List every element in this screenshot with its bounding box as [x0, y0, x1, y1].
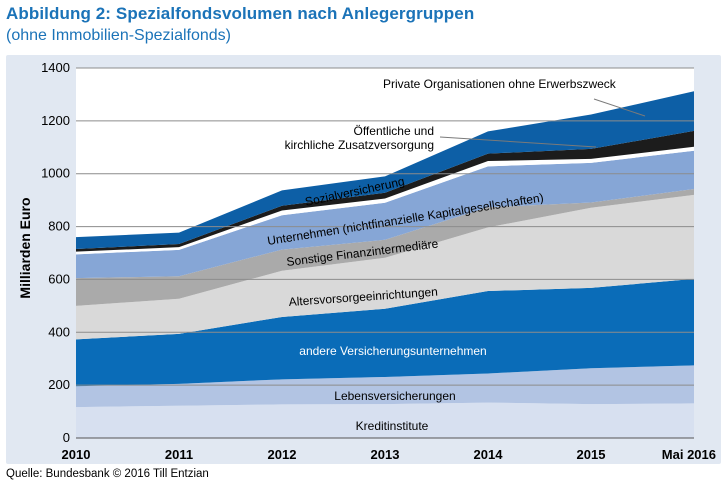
- chart-title: Abbildung 2: Spezialfondsvolumen nach An…: [6, 4, 475, 23]
- y-tick-label: 800: [48, 219, 70, 234]
- annotation-kreditinstitute: Kreditinstitute: [356, 419, 429, 433]
- annotation-pointer-private: [593, 98, 646, 117]
- area-kreditinstitute: [76, 402, 694, 438]
- area-altersvorsorgeeinrichtungen: [76, 194, 694, 340]
- gridlines: [76, 67, 694, 439]
- y-tick-label: 200: [48, 377, 70, 392]
- x-tick-label: Mai 2016: [662, 447, 716, 462]
- y-tick-labels: 0 200 400 600 800 1000 1200 1400: [41, 60, 70, 445]
- x-tick-label: 2015: [577, 447, 606, 462]
- x-tick-label: 2013: [371, 447, 400, 462]
- annotation-lebensversicherungen: Lebensversicherungen: [334, 389, 455, 403]
- annotation-private-organisationen: Private Organisationen ohne Erwerbszweck: [383, 77, 617, 91]
- area-lebensversicherungen: [76, 365, 694, 408]
- area-unternehmen-nichtfinanzielle-kapitalgesellschaften: [76, 150, 694, 279]
- x-tick-labels: 2010 2011 2012 2013 2014 2015 Mai 2016: [62, 447, 716, 462]
- y-tick-label: 0: [63, 430, 70, 445]
- x-tick-label: 2010: [62, 447, 91, 462]
- area-sozialversicherung: [76, 146, 694, 255]
- area-private-organisationen-ohne-erwerbszweck: [76, 91, 694, 250]
- annotation-oeffentliche-line1: Öffentliche und: [353, 124, 434, 138]
- annotation-pointer-oeffentliche: [439, 136, 597, 148]
- x-tick-label: 2012: [268, 447, 297, 462]
- y-tick-label: 600: [48, 271, 70, 286]
- source-note: Quelle: Bundesbank © 2016 Till Entzian: [6, 468, 209, 480]
- annotation-oeffentliche-line2: kirchliche Zusatzversorgung: [285, 138, 434, 152]
- y-tick-label: 400: [48, 324, 70, 339]
- y-tick-label: 1000: [41, 166, 70, 181]
- annotation-andere-versicherung: andere Versicherungsunternehmen: [299, 344, 486, 358]
- area-oeffentliche-und-kirchliche-zusatzversorgung: [76, 130, 694, 252]
- y-tick-label: 1400: [41, 60, 70, 75]
- area-sonstige-finanzintermediaere: [76, 189, 694, 306]
- y-axis-label: Milliarden Euro: [17, 197, 33, 298]
- chart-subtitle: (ohne Immobilien-Spezialfonds): [6, 27, 231, 44]
- y-tick-label: 1200: [41, 113, 70, 128]
- x-tick-label: 2011: [165, 447, 193, 462]
- x-tick-label: 2014: [474, 447, 504, 462]
